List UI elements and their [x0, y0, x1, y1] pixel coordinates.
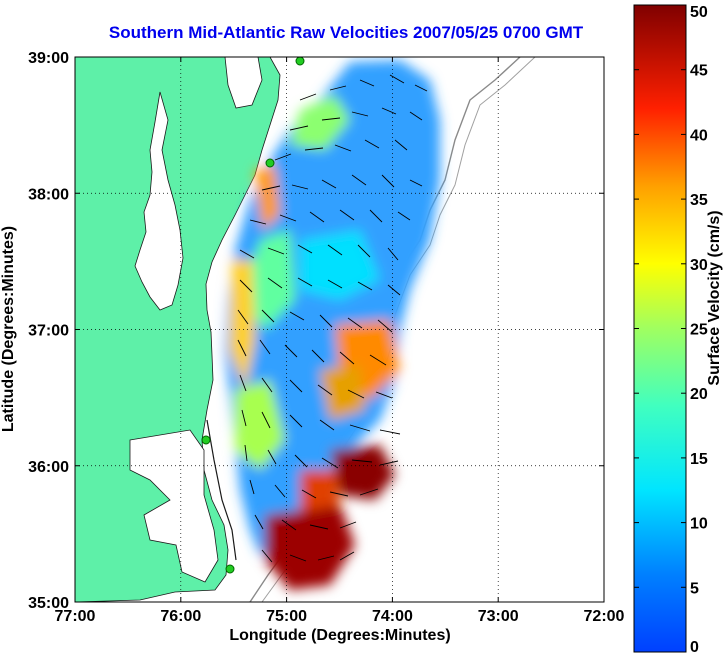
x-tick-label: 76:00	[160, 608, 201, 625]
x-tick-label: 74:00	[372, 608, 413, 625]
x-tick-label: 72:00	[584, 608, 625, 625]
x-axis-label: Longitude (Degrees:Minutes)	[229, 627, 450, 644]
station-markers	[201, 57, 305, 574]
colorbar-tick-label: 15	[690, 451, 708, 468]
y-axis-label: Latitude (Degrees:Minutes)	[0, 226, 17, 432]
delaware-bay	[224, 57, 263, 109]
colorbar-label: Surface Velocity (cm/s)	[706, 210, 723, 385]
speed-field	[225, 60, 440, 590]
x-axis: 77:00 76:00 75:00 74:00 73:00 72:00	[55, 57, 625, 625]
colorbar-tick-label: 10	[690, 516, 708, 533]
colorbar-tick-label: 5	[690, 580, 699, 597]
colorbar-tick-label: 20	[690, 386, 708, 403]
colorbar-tick-label: 25	[690, 322, 708, 339]
outer-banks	[206, 419, 237, 561]
land-mass	[75, 57, 281, 602]
colorbar-ticks: 0 5 10 15 20 25 30 35 40 45 50	[634, 4, 708, 656]
y-tick-label: 36:00	[28, 459, 69, 476]
y-axis: 35:00 36:00 37:00 38:00 39:00	[28, 50, 604, 612]
colorbar	[633, 4, 687, 653]
chart-title: Southern Mid-Atlantic Raw Velocities 200…	[109, 23, 584, 42]
plot-frame	[74, 56, 605, 603]
colorbar-tick-label: 0	[690, 639, 699, 656]
colorbar-tick-label: 30	[690, 257, 708, 274]
station-marker	[225, 564, 235, 574]
colorbar-tick-label: 45	[690, 63, 708, 80]
y-tick-label: 38:00	[28, 186, 69, 203]
chesapeake-bay	[134, 91, 184, 311]
y-tick-label: 35:00	[28, 595, 69, 612]
colorbar-tick-label: 35	[690, 192, 708, 209]
grid-lines	[75, 57, 604, 602]
y-tick-label: 37:00	[28, 323, 69, 340]
colorbar-tick-label: 50	[690, 4, 708, 21]
x-tick-label: 73:00	[478, 608, 519, 625]
x-tick-label: 75:00	[266, 608, 307, 625]
x-tick-label: 77:00	[55, 608, 96, 625]
station-marker	[265, 158, 275, 168]
y-tick-label: 39:00	[28, 50, 69, 67]
colorbar-tick-label: 40	[690, 127, 708, 144]
pamlico-sound	[129, 429, 219, 583]
velocity-vectors	[237, 74, 428, 563]
station-marker	[295, 57, 305, 66]
station-marker	[201, 435, 211, 445]
